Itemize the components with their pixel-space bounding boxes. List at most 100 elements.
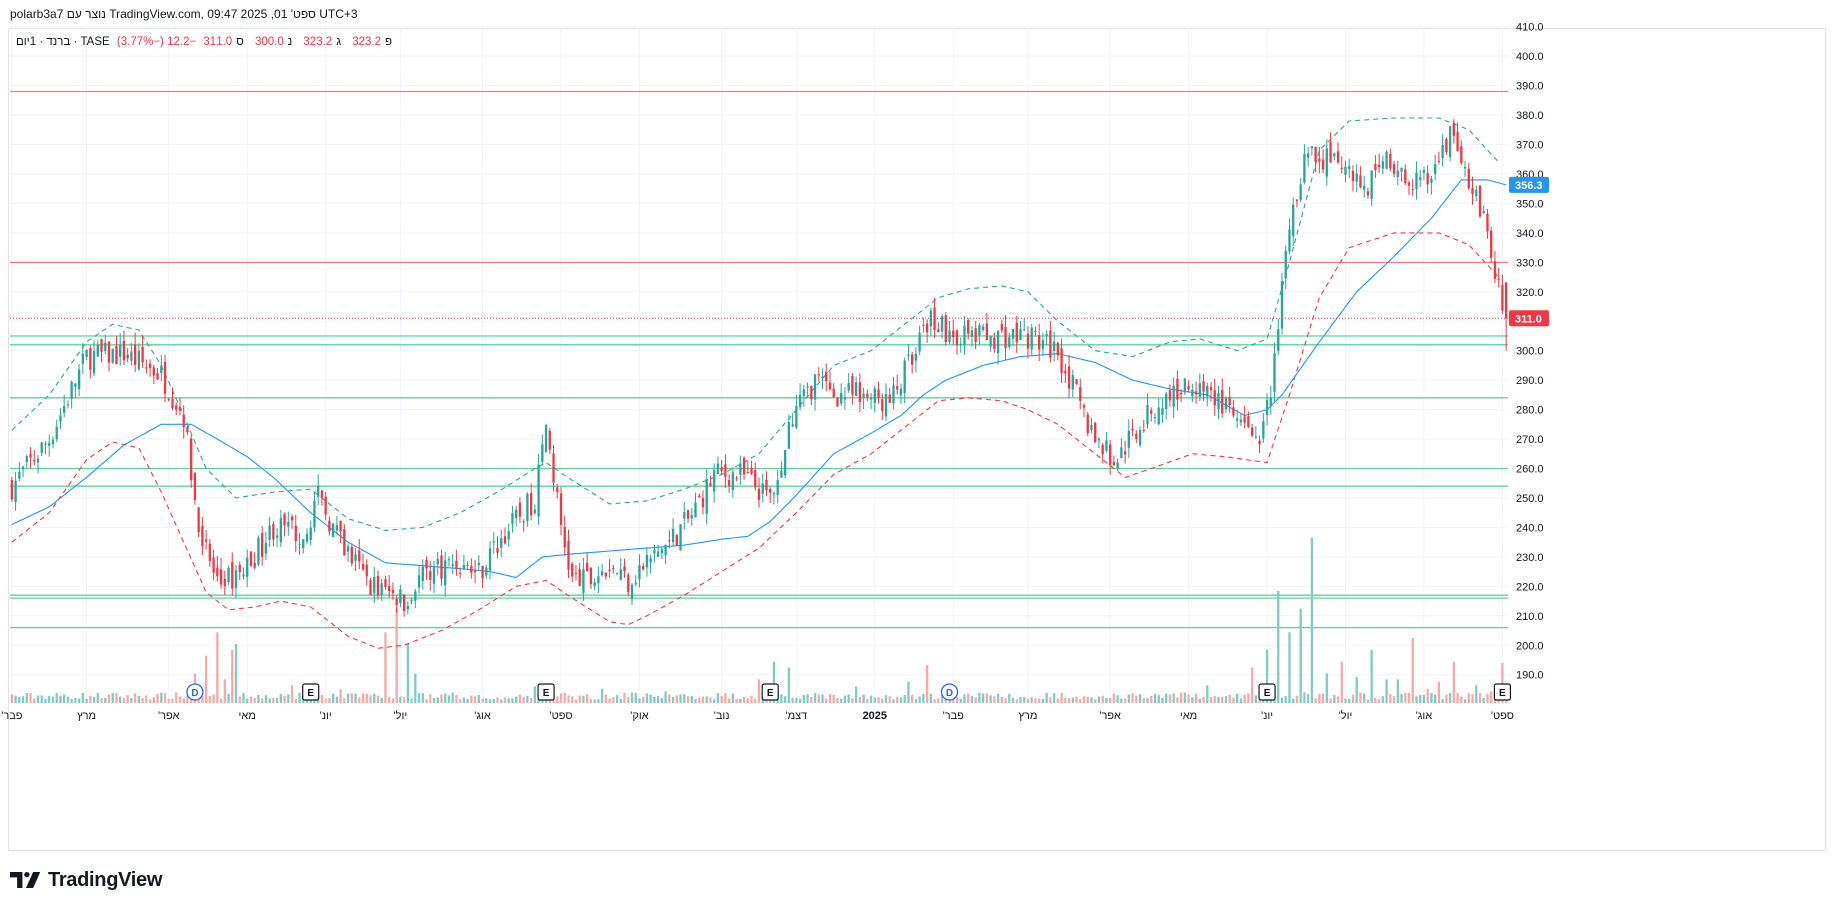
candle-body [925, 323, 929, 333]
candle-body [537, 464, 540, 517]
candle-body [1243, 416, 1246, 423]
volume-bar [1366, 699, 1370, 703]
volume-bar [746, 698, 749, 703]
candle-body [1105, 440, 1108, 451]
candle-body [279, 518, 282, 543]
candle-body [1501, 285, 1504, 311]
time-tick-label: 'אפר [158, 710, 180, 722]
volume-bar [1038, 698, 1041, 703]
candle-body [331, 523, 335, 538]
volume-bar [944, 696, 947, 703]
candle-body [1008, 337, 1011, 347]
volume-bar [619, 698, 622, 703]
candle-body [817, 374, 820, 376]
candle-body [1478, 185, 1482, 217]
volume-bar [903, 695, 906, 703]
candle-body [40, 442, 43, 454]
volume-bar [559, 693, 563, 703]
volume-bar [649, 694, 652, 703]
candle-body [246, 557, 249, 577]
candle-body [1191, 389, 1194, 397]
candle-body [656, 551, 660, 557]
volume-bar [1168, 694, 1172, 703]
volume-bar [1146, 698, 1149, 703]
volume-bar [29, 693, 32, 703]
candle-body [70, 381, 73, 399]
candle-body [414, 591, 417, 601]
candle-body [1504, 282, 1508, 319]
candle-body [119, 344, 122, 357]
volume-bar [1396, 679, 1399, 703]
volume-bar [1127, 694, 1130, 703]
volume-bar [477, 695, 480, 703]
volume-bar [294, 699, 297, 703]
volume-bars [10, 537, 1508, 703]
time-tick-label: 'ספט [1491, 710, 1514, 722]
candle-body [739, 463, 742, 475]
candle-body [473, 570, 477, 573]
tradingview-logo-icon [10, 872, 41, 888]
candle-body [608, 569, 611, 572]
candle-body [1209, 386, 1213, 391]
volume-bar [1288, 632, 1291, 703]
volume-bar [896, 696, 899, 703]
price-tick-label: 260.0 [1516, 464, 1544, 476]
volume-bar [974, 697, 977, 703]
volume-bar [1475, 685, 1478, 703]
candle-body [963, 325, 966, 346]
candle-body [1377, 164, 1381, 168]
volume-bar [679, 694, 682, 703]
candle-body [1265, 400, 1269, 416]
volume-bar [881, 698, 884, 703]
volume-bar [858, 696, 862, 703]
earnings-marker-label: E [543, 688, 550, 699]
candle-body [216, 567, 219, 577]
price-tick-label: 190.0 [1516, 670, 1544, 682]
earnings-marker-icon [1258, 683, 1276, 701]
volume-bar [361, 693, 365, 703]
candle-body [940, 315, 944, 332]
volume-bar [137, 695, 141, 703]
candle-body [283, 513, 286, 526]
envelope-upper-line [11, 117, 1500, 531]
candle-body [429, 571, 432, 580]
candle-body [1094, 422, 1097, 443]
volume-bar [1415, 696, 1418, 703]
brand[interactable]: TradingView [10, 866, 162, 894]
candle-body [410, 599, 413, 602]
volume-bar [825, 698, 828, 703]
candle-body [1127, 430, 1130, 448]
volume-bar [1280, 697, 1284, 703]
candle-body [914, 353, 918, 361]
candle-body [1277, 329, 1280, 351]
volume-bar [866, 699, 869, 703]
volume-bar [227, 693, 230, 703]
candle-body [776, 480, 779, 496]
candle-body [623, 566, 626, 571]
candle-body [1490, 230, 1493, 259]
volume-bar [967, 693, 970, 703]
volume-bar [417, 693, 421, 703]
candle-body [1176, 378, 1179, 400]
volume-bar [444, 693, 447, 703]
close-label: ס [236, 36, 244, 48]
candle-body [186, 427, 189, 433]
volume-bar [167, 698, 170, 703]
volume-bar [51, 696, 55, 703]
candle-body [1284, 250, 1287, 279]
volume-bar [376, 695, 380, 703]
volume-bar [440, 694, 443, 703]
candle-body [1165, 393, 1168, 409]
candle-body [1482, 211, 1485, 214]
candle-body [1045, 333, 1048, 337]
candle-body [1142, 430, 1145, 432]
instrument-label: ברנד · 1יום · TASE [16, 36, 110, 48]
volume-bar [1239, 698, 1243, 703]
volume-bar [275, 697, 279, 703]
candle-body [1303, 154, 1306, 183]
volume-bar [709, 697, 712, 703]
candle-body [772, 493, 776, 495]
candle-body [1374, 163, 1377, 171]
candle-body [242, 574, 245, 577]
